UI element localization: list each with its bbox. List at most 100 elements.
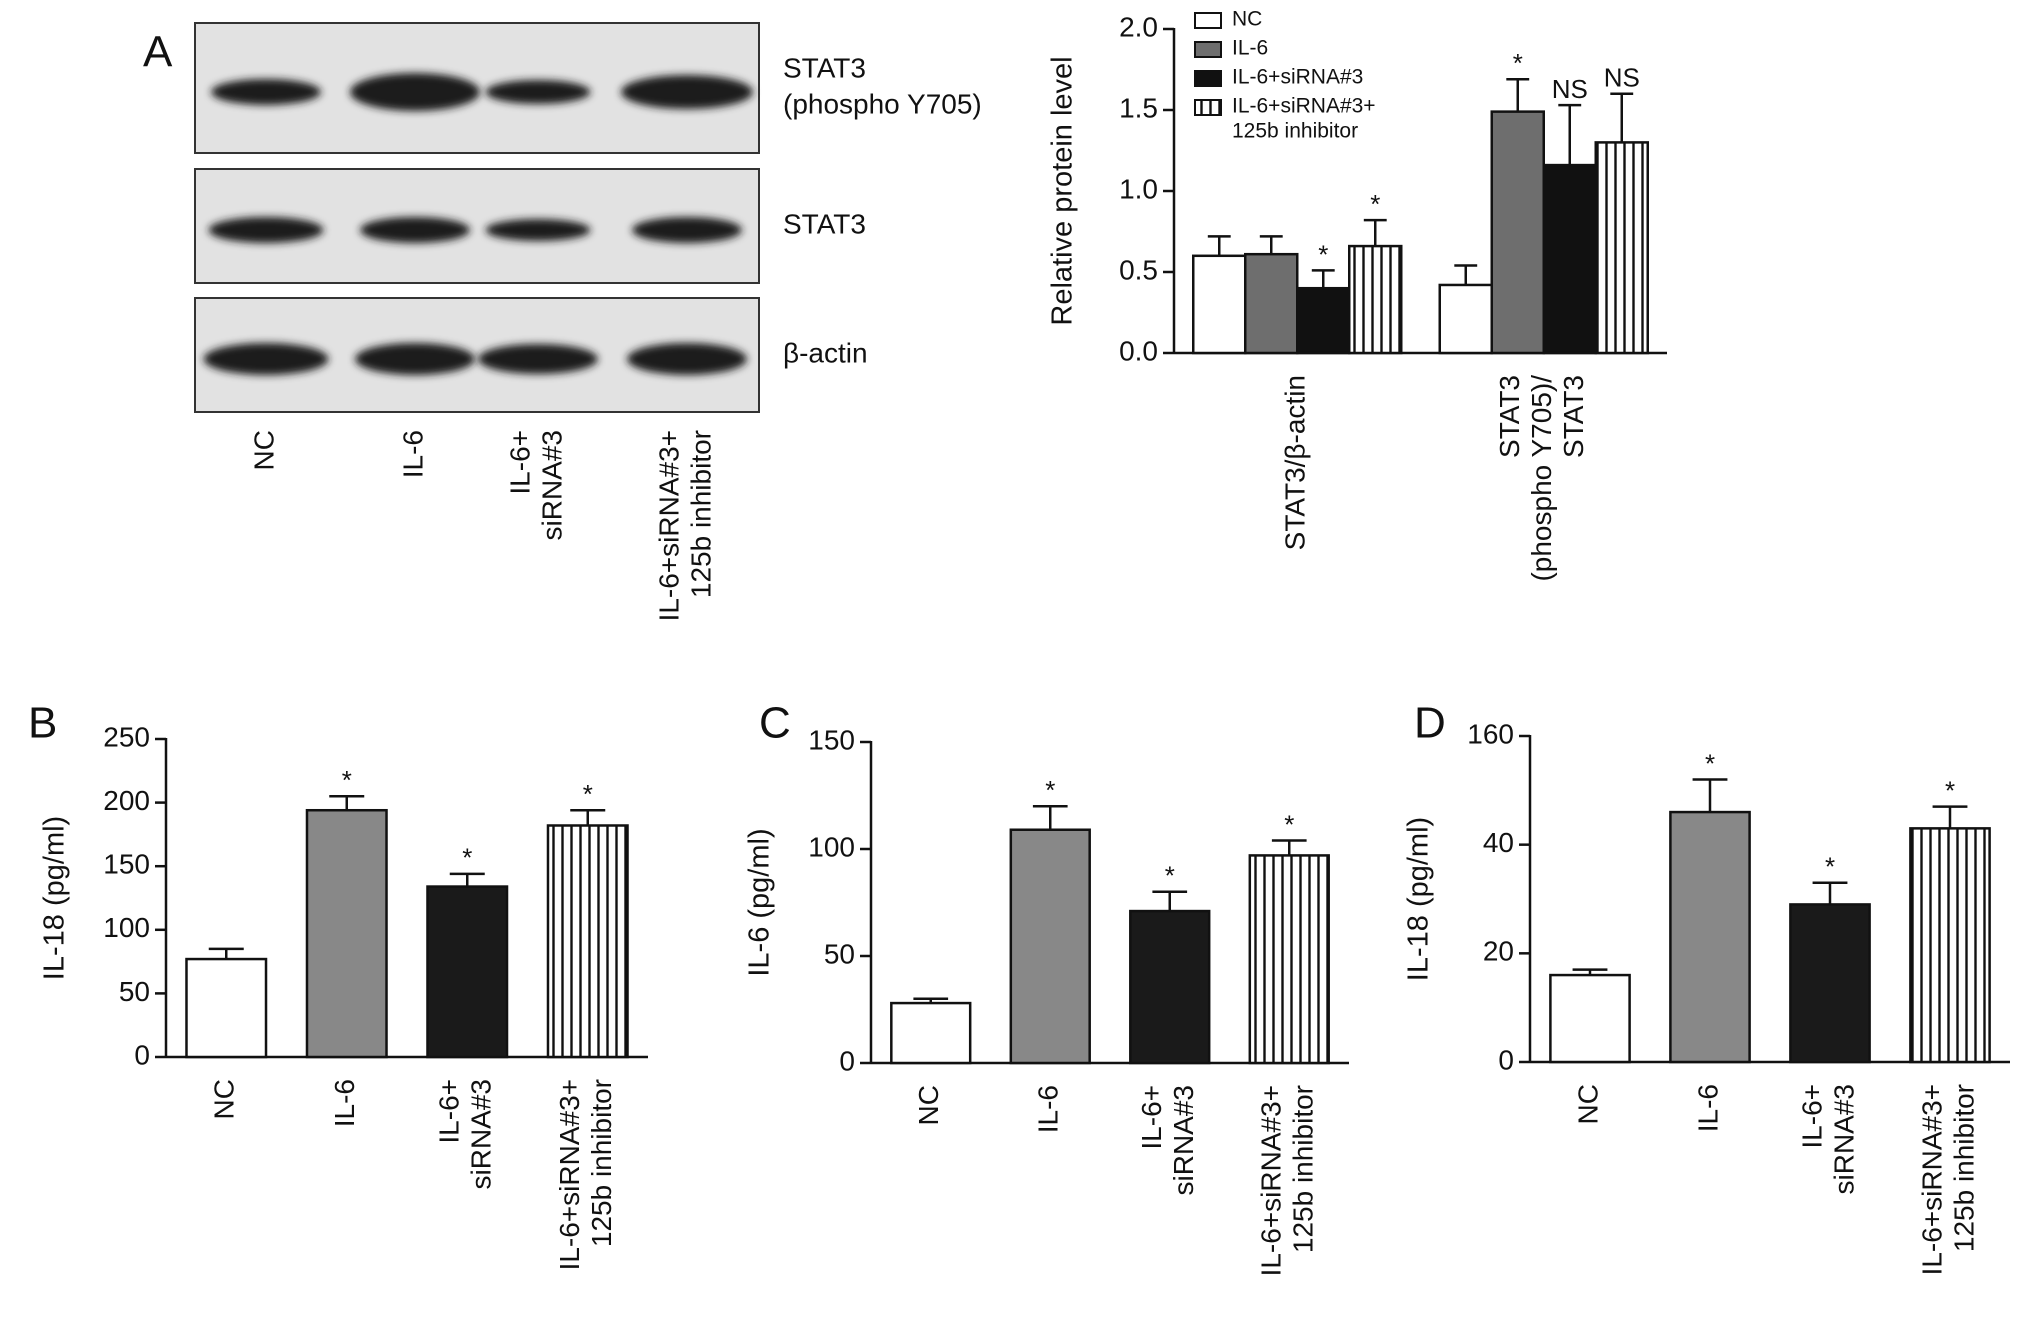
bar [426,885,509,1059]
significance-label: * [462,843,472,873]
bar [1438,283,1493,355]
bar [1549,973,1631,1064]
legend-label: IL-6 [1232,37,1268,60]
y-tick-label: 150 [808,724,855,755]
x-tick-label: STAT3/β-actin [1280,375,1311,550]
bar [1789,903,1871,1064]
x-tick-label: STAT3 [1494,375,1525,458]
y-tick-label: 40 [1483,827,1514,858]
x-tick-label: NC [913,1085,944,1125]
lane-label: 125b inhibitor [685,430,716,598]
y-tick-label: 150 [103,849,150,880]
blot-band [211,79,321,105]
significance-label: * [1513,48,1523,78]
significance-label: * [1318,239,1328,269]
legend-swatch [1194,70,1222,87]
x-tick-label: IL-6+ [1796,1084,1827,1149]
x-tick-label: IL-6 [1692,1084,1723,1132]
lane-label: siRNA#3 [536,430,567,540]
bar [890,1001,972,1065]
legend-label: 125b inhibitor [1232,120,1358,143]
x-tick-label: siRNA#3 [1168,1085,1199,1195]
bar [1348,244,1403,355]
significance-label: * [1945,776,1955,806]
y-tick-label: 20 [1483,936,1514,967]
blot-row-label: STAT3 [783,52,866,83]
x-tick-label: NC [1572,1084,1603,1124]
significance-label: * [1165,861,1175,891]
x-tick-label: IL-6 [1033,1085,1064,1133]
y-tick-label: 160 [1467,718,1514,749]
x-tick-label: IL-6+siRNA#3+ [1256,1085,1287,1276]
blot-row-label: STAT3 [783,208,866,239]
bar [1594,141,1649,355]
panel-label: D [1414,699,1446,748]
blot-band [478,344,598,374]
y-tick-label: 50 [824,938,855,969]
significance-label: * [1370,189,1380,219]
x-tick-label: IL-6+ [434,1079,465,1144]
bar [1909,827,1991,1064]
significance-label: * [583,779,593,809]
x-tick-label: IL-6+siRNA#3+ [1916,1084,1947,1275]
bar [1296,286,1351,355]
y-tick-label: 100 [808,831,855,862]
blot-band [203,343,329,375]
panel-label: C [759,699,791,748]
blot-band [627,343,747,375]
legend-swatch [1194,99,1222,116]
lane-label: NC [248,430,279,470]
significance-label: NS [1552,74,1588,104]
y-tick-label: 50 [119,976,150,1007]
blot-band [485,80,591,104]
blot-band [632,217,742,243]
blot-band [355,343,475,375]
blot-row-label: β-actin [783,337,868,368]
bar [185,957,268,1059]
blot-band [485,219,591,241]
blot-band [621,75,753,109]
blot-band [360,217,470,243]
blot-row-label: (phospho Y705) [783,88,982,119]
x-tick-label: NC [209,1079,240,1119]
y-axis-title: IL-18 (pg/ml) [39,816,71,980]
significance-label: * [1825,852,1835,882]
significance-label: NS [1604,63,1640,93]
bar [1669,810,1751,1064]
y-tick-label: 0 [134,1039,150,1070]
y-tick-label: 0.5 [1119,254,1158,285]
legend-label: IL-6+siRNA#3 [1232,66,1363,89]
y-tick-label: 0 [839,1045,855,1076]
legend-label: IL-6+siRNA#3+ [1232,95,1376,118]
lane-label: IL-6+siRNA#3+ [653,430,684,621]
significance-label: * [1045,775,1055,805]
bar [1490,110,1545,355]
bar [1542,163,1597,355]
y-tick-label: 200 [103,785,150,816]
x-tick-label: STAT3 [1558,375,1589,458]
x-tick-label: siRNA#3 [466,1079,497,1189]
bar [1248,854,1330,1065]
legend-swatch [1194,12,1222,29]
y-tick-label: 2.0 [1119,11,1158,42]
x-tick-label: IL-6+siRNA#3+ [554,1079,585,1270]
lane-label: IL-6+ [504,430,535,495]
x-tick-label: (phospho Y705)/ [1526,375,1557,582]
bar [546,824,629,1059]
blot-band [208,217,324,243]
y-axis-title: Relative protein level [1047,56,1079,325]
y-tick-label: 1.5 [1119,92,1158,123]
y-tick-label: 250 [103,721,150,752]
x-tick-label: siRNA#3 [1828,1084,1859,1194]
panel-label: A [143,28,173,77]
x-tick-label: 125b inhibitor [586,1079,617,1247]
y-axis-title: IL-18 (pg/ml) [1403,817,1435,981]
legend-label: NC [1232,8,1262,31]
significance-label: * [1705,748,1715,778]
y-tick-label: 0 [1498,1044,1514,1075]
blot-band [350,73,480,111]
significance-label: * [342,765,352,795]
bar [1192,254,1247,355]
y-tick-label: 100 [103,912,150,943]
